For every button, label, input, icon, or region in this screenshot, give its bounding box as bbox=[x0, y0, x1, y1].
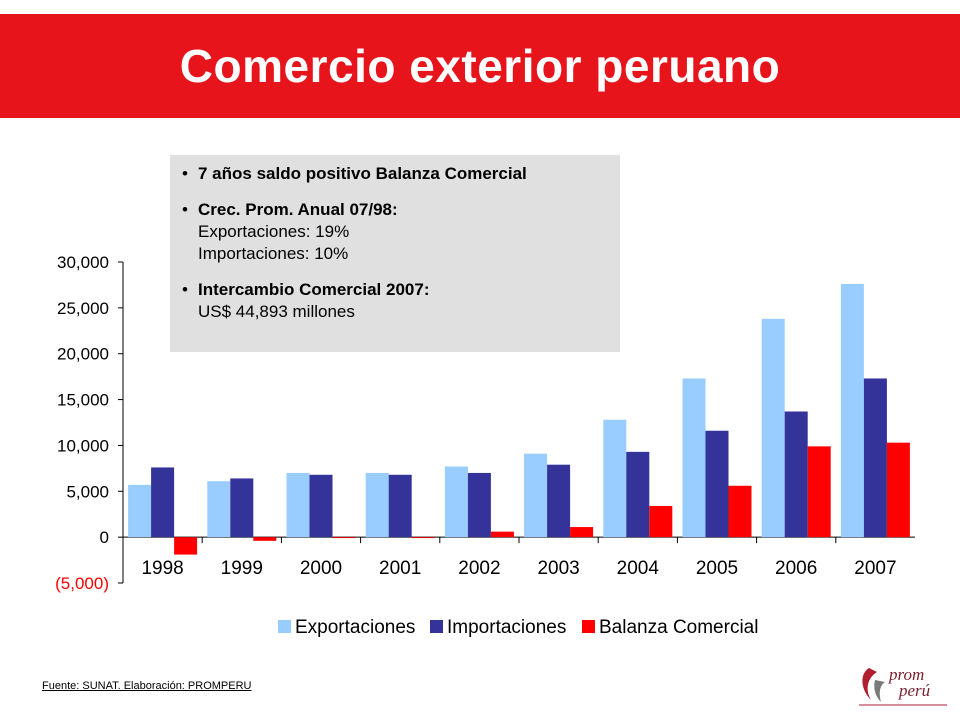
bar-importaciones bbox=[467, 472, 491, 538]
bar-exportaciones bbox=[365, 472, 389, 538]
source-note: Fuente: SUNAT. Elaboración: PROMPERU bbox=[42, 680, 252, 692]
x-tick-label: 2003 bbox=[537, 558, 579, 579]
bar-balanza-comercial bbox=[728, 485, 752, 538]
x-tick-label: 1998 bbox=[141, 558, 183, 579]
legend-importaciones-label: Importaciones bbox=[447, 617, 566, 638]
y-tick-label: 20,000 bbox=[57, 345, 109, 364]
bar-importaciones bbox=[230, 478, 254, 538]
bar-balanza-comercial bbox=[490, 531, 514, 538]
x-tick-label: 2005 bbox=[696, 558, 738, 579]
x-tick-label: 2001 bbox=[379, 558, 421, 579]
bar-balanza-comercial bbox=[411, 537, 435, 539]
y-tick-label: 5,000 bbox=[66, 482, 109, 501]
bar-exportaciones bbox=[524, 453, 548, 538]
info-item-heading: 7 años saldo positivo Balanza Comercial bbox=[198, 164, 527, 183]
y-tick-label: 0 bbox=[100, 528, 109, 547]
y-tick-label: 10,000 bbox=[57, 436, 109, 455]
y-tick-label: (5,000) bbox=[55, 574, 109, 593]
title-banner: Comercio exterior peruano bbox=[0, 14, 960, 118]
logo-text-peru: perú bbox=[898, 681, 930, 700]
bar-exportaciones bbox=[128, 484, 152, 538]
info-item-line: Exportaciones: 19% bbox=[198, 222, 350, 241]
legend-exportaciones-label: Exportaciones bbox=[295, 617, 415, 638]
info-item-crecimiento: • Crec. Prom. Anual 07/98: Exportaciones… bbox=[182, 199, 610, 265]
y-tick-label: 25,000 bbox=[57, 299, 109, 318]
page-title: Comercio exterior peruano bbox=[179, 40, 781, 92]
bar-balanza-comercial bbox=[570, 527, 594, 538]
info-item-line: US$ 44,893 millones bbox=[198, 302, 355, 321]
x-tick-label: 2000 bbox=[300, 558, 342, 579]
legend-exportaciones-swatch bbox=[278, 620, 291, 633]
info-box: • 7 años saldo positivo Balanza Comercia… bbox=[170, 155, 620, 352]
bar-exportaciones bbox=[682, 378, 706, 538]
info-item-line: Importaciones: 10% bbox=[198, 244, 349, 263]
bar-importaciones bbox=[547, 464, 571, 538]
info-item-intercambio: • Intercambio Comercial 2007: US$ 44,893… bbox=[182, 279, 610, 323]
bullet-icon: • bbox=[182, 280, 188, 299]
info-item-saldo: • 7 años saldo positivo Balanza Comercia… bbox=[182, 163, 610, 185]
y-tick-label: 30,000 bbox=[57, 253, 109, 272]
x-tick-label: 2007 bbox=[854, 558, 896, 579]
info-item-heading: Crec. Prom. Anual 07/98: bbox=[198, 200, 398, 219]
legend-balanza-comercial-label: Balanza Comercial bbox=[599, 617, 758, 638]
logo-swoosh-icon bbox=[862, 668, 877, 700]
bar-importaciones bbox=[705, 430, 729, 538]
bar-balanza-comercial bbox=[886, 442, 910, 538]
bar-balanza-comercial bbox=[174, 537, 198, 555]
bar-importaciones bbox=[388, 474, 412, 538]
logo-swoosh-secondary-icon bbox=[874, 680, 885, 702]
bar-balanza-comercial bbox=[649, 505, 673, 538]
x-tick-label: 2006 bbox=[775, 558, 817, 579]
bar-exportaciones bbox=[603, 419, 627, 538]
legend-importaciones-swatch bbox=[430, 620, 443, 633]
bar-balanza-comercial bbox=[253, 537, 277, 541]
x-tick-label: 2002 bbox=[458, 558, 500, 579]
bar-balanza-comercial bbox=[332, 537, 356, 539]
bar-exportaciones bbox=[444, 466, 468, 538]
legend-balanza-comercial-swatch bbox=[582, 620, 595, 633]
y-tick-label: 15,000 bbox=[57, 391, 109, 410]
bullet-icon: • bbox=[182, 164, 188, 183]
bar-importaciones bbox=[309, 474, 333, 538]
bar-exportaciones bbox=[286, 472, 310, 538]
bar-balanza-comercial bbox=[807, 446, 831, 538]
bar-importaciones bbox=[784, 411, 808, 538]
bar-exportaciones bbox=[207, 481, 231, 538]
bar-importaciones bbox=[863, 378, 887, 538]
bullet-icon: • bbox=[182, 200, 188, 219]
logo-text-prom: prom bbox=[888, 665, 924, 684]
bar-exportaciones bbox=[761, 318, 785, 538]
x-tick-label: 1999 bbox=[221, 558, 263, 579]
promperu-logo: prom perú bbox=[859, 665, 947, 706]
bar-importaciones bbox=[151, 467, 175, 538]
x-tick-label: 2004 bbox=[617, 558, 660, 579]
bar-importaciones bbox=[626, 451, 650, 538]
bar-exportaciones bbox=[840, 284, 864, 538]
info-item-heading: Intercambio Comercial 2007: bbox=[198, 280, 430, 299]
